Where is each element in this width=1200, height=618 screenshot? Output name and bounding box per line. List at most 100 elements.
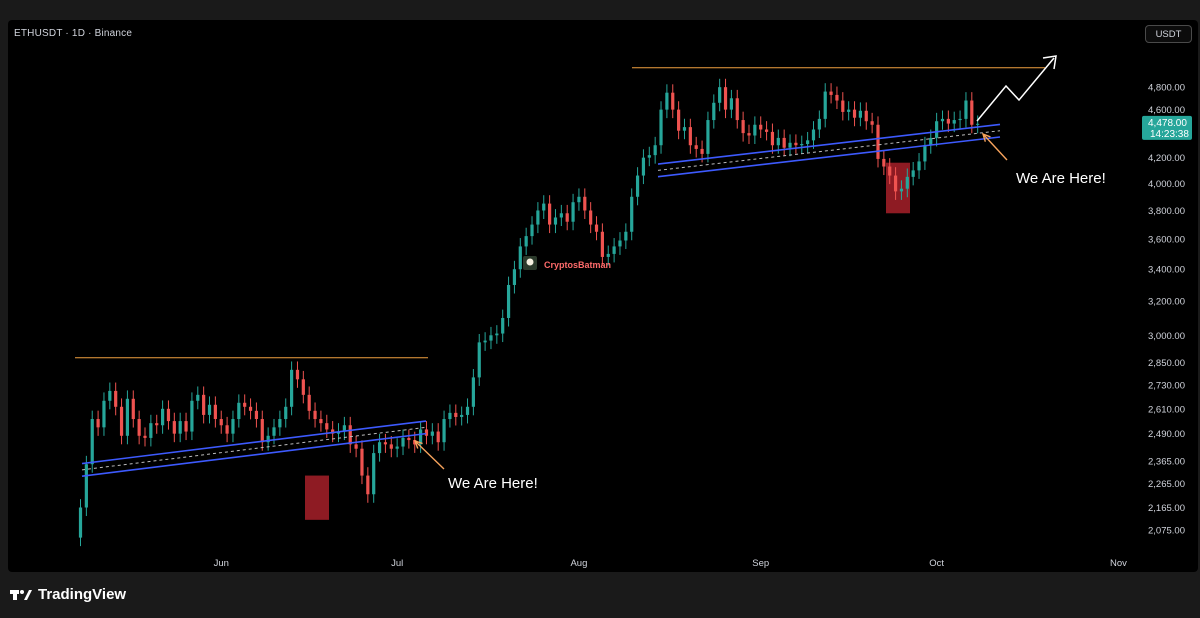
candle-body bbox=[741, 120, 745, 134]
candle-body bbox=[266, 435, 270, 443]
candle-body bbox=[489, 335, 493, 341]
annotation-arrow-right-shaft bbox=[982, 133, 1008, 161]
currency-button[interactable]: USDT bbox=[1145, 25, 1192, 43]
candle-body bbox=[917, 161, 921, 171]
candle-body bbox=[876, 124, 880, 159]
candle-body bbox=[495, 333, 499, 336]
candle-body bbox=[770, 131, 775, 146]
candle-body bbox=[718, 87, 722, 103]
candle-body bbox=[530, 224, 534, 237]
candle-body bbox=[102, 400, 106, 428]
candle-body bbox=[929, 137, 933, 146]
we-are-here-label-right: We Are Here! bbox=[1016, 170, 1106, 187]
candle-body bbox=[108, 390, 112, 401]
candle-body bbox=[290, 369, 294, 407]
candle-body bbox=[794, 142, 798, 146]
candle-body bbox=[958, 118, 962, 121]
candle-body bbox=[882, 158, 886, 167]
candle-body bbox=[454, 412, 458, 417]
candle-body bbox=[237, 402, 241, 420]
candle-body bbox=[630, 196, 634, 232]
candle-body bbox=[272, 427, 276, 436]
candle-body bbox=[301, 379, 305, 395]
price-axis-tick: 2,490.00 bbox=[1148, 429, 1185, 440]
candle-body bbox=[366, 475, 370, 495]
candle-body bbox=[243, 402, 247, 407]
candle-body bbox=[219, 419, 223, 426]
price-axis-tick: 2,165.00 bbox=[1148, 503, 1185, 514]
time-axis-tick: Jun bbox=[214, 558, 229, 569]
candle-body bbox=[172, 421, 176, 434]
candle-body bbox=[800, 144, 804, 146]
candle-body bbox=[583, 196, 587, 211]
tradingview-logo[interactable]: TradingView bbox=[10, 586, 126, 603]
candle-body bbox=[747, 133, 751, 136]
candle-body bbox=[524, 236, 528, 247]
candle-body bbox=[331, 429, 335, 434]
candle-body bbox=[823, 91, 827, 119]
chart-area[interactable] bbox=[8, 20, 1198, 572]
channel-right-lower bbox=[657, 136, 1001, 178]
price-axis-tick: 2,610.00 bbox=[1148, 404, 1185, 415]
time-axis-tick: Sep bbox=[752, 558, 769, 569]
candle-body bbox=[483, 340, 487, 343]
candle-body bbox=[119, 406, 124, 436]
candle-body bbox=[501, 317, 505, 334]
candle-body bbox=[207, 404, 212, 415]
price-axis-tick: 2,265.00 bbox=[1148, 479, 1185, 490]
candle-body bbox=[284, 406, 288, 420]
candle-body bbox=[905, 176, 909, 189]
candle-body bbox=[559, 213, 563, 218]
price-axis-tick: 3,400.00 bbox=[1148, 265, 1185, 276]
candle-body bbox=[694, 145, 698, 149]
candle-body bbox=[729, 98, 733, 110]
candle-body bbox=[641, 157, 646, 176]
price-axis-tick: 2,365.00 bbox=[1148, 456, 1185, 467]
candle-body bbox=[372, 453, 376, 495]
channel-left-upper bbox=[81, 420, 427, 465]
candle-body bbox=[78, 507, 83, 538]
candle-body bbox=[923, 145, 927, 162]
symbol-label[interactable]: ETHUSDT · 1D · Binance bbox=[14, 28, 133, 39]
candle-body bbox=[964, 100, 968, 119]
candle-body bbox=[155, 423, 159, 426]
candle-body bbox=[712, 102, 716, 121]
channel-left-mid bbox=[81, 426, 427, 471]
tradingview-logo-icon bbox=[10, 589, 32, 600]
candle-body bbox=[202, 394, 206, 415]
candle-body bbox=[647, 155, 651, 158]
candle-body bbox=[383, 442, 388, 445]
candle-body bbox=[518, 246, 522, 270]
candle-body bbox=[759, 124, 763, 130]
candle-body bbox=[354, 444, 358, 449]
candle-body bbox=[888, 166, 892, 176]
candle-body bbox=[618, 240, 622, 247]
last-price-countdown: 14:23:38 bbox=[1150, 129, 1189, 140]
candle-body bbox=[254, 410, 259, 420]
candle-body bbox=[571, 202, 575, 222]
candle-body bbox=[131, 398, 135, 420]
candle-body bbox=[178, 421, 182, 434]
time-axis-tick: Oct bbox=[929, 558, 944, 569]
candle-body bbox=[565, 213, 569, 222]
candle-body bbox=[213, 404, 217, 420]
watermark-avatar-face bbox=[526, 258, 534, 266]
candle-body bbox=[307, 394, 311, 411]
candle-body bbox=[96, 419, 100, 428]
price-axis-tick: 4,200.00 bbox=[1148, 153, 1185, 164]
candle-body bbox=[90, 419, 94, 465]
candle-body bbox=[665, 92, 669, 110]
last-price-tag bbox=[1142, 115, 1192, 140]
candle-body bbox=[248, 406, 253, 411]
demand-zone-left bbox=[305, 475, 329, 520]
annotation-arrow-right-head bbox=[981, 132, 991, 142]
candle-body bbox=[811, 129, 816, 141]
candle-body bbox=[653, 145, 657, 156]
candle-body bbox=[870, 121, 874, 125]
candle-body bbox=[723, 87, 728, 110]
candle-body bbox=[852, 109, 857, 118]
channel-right-upper bbox=[657, 123, 1001, 165]
projection-arrowhead bbox=[1042, 55, 1057, 70]
